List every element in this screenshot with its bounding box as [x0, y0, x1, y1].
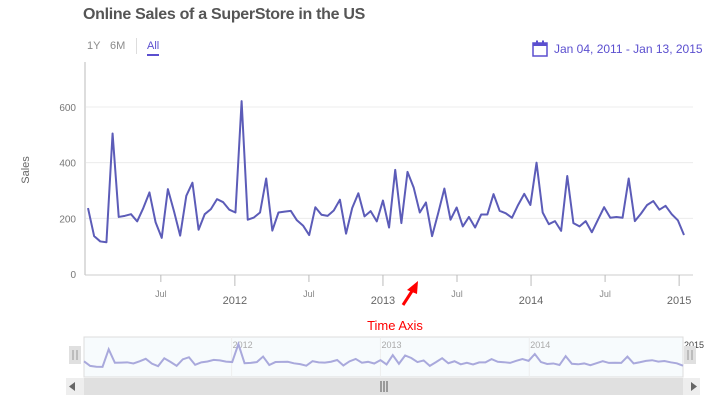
navigator-label: 2014: [530, 340, 550, 350]
x-tick-label: 2013: [371, 295, 395, 307]
scroll-left-arrow-icon[interactable]: [69, 382, 75, 391]
y-tick-label: 600: [59, 103, 76, 114]
x-tick-label: 2012: [223, 295, 247, 307]
x-tick-label: 2015: [667, 295, 691, 307]
navigator-label: 2012: [233, 340, 253, 350]
date-range-picker[interactable]: Jan 04, 2011 - Jan 13, 2015: [532, 40, 703, 57]
annotation-arrowhead: [407, 281, 418, 294]
navigator-left-handle[interactable]: [69, 346, 81, 364]
x-tick-label: Jul: [303, 289, 315, 299]
x-tick-label: Jul: [451, 289, 463, 299]
calendar-icon: [532, 40, 548, 57]
sales-line: [87, 100, 685, 244]
range-button-6m[interactable]: 6M: [110, 40, 126, 52]
annotation-label: Time Axis: [367, 318, 423, 333]
navigator-line: [83, 340, 684, 368]
y-tick-label: 200: [59, 214, 76, 225]
date-range-label: Jan 04, 2011 - Jan 13, 2015: [554, 41, 703, 56]
x-tick-label: Jul: [155, 289, 167, 299]
range-button-1y[interactable]: 1Y: [87, 40, 101, 52]
navigator-label: 2015: [684, 340, 704, 350]
y-tick-label: 400: [59, 159, 76, 170]
chart-title: Online Sales of a SuperStore in the US: [83, 6, 365, 23]
y-axis-title: Sales: [20, 156, 32, 184]
navigator-window[interactable]: [83, 336, 684, 378]
range-separator: [136, 38, 137, 54]
scroll-right-arrow-icon[interactable]: [691, 382, 697, 391]
range-button-all[interactable]: All: [147, 40, 160, 56]
x-tick-label: 2014: [519, 295, 543, 307]
x-tick-label: Jul: [599, 289, 611, 299]
y-tick-label: 0: [70, 270, 76, 281]
navigator-label: 2013: [381, 340, 401, 350]
navigator-right-handle[interactable]: [684, 346, 696, 364]
